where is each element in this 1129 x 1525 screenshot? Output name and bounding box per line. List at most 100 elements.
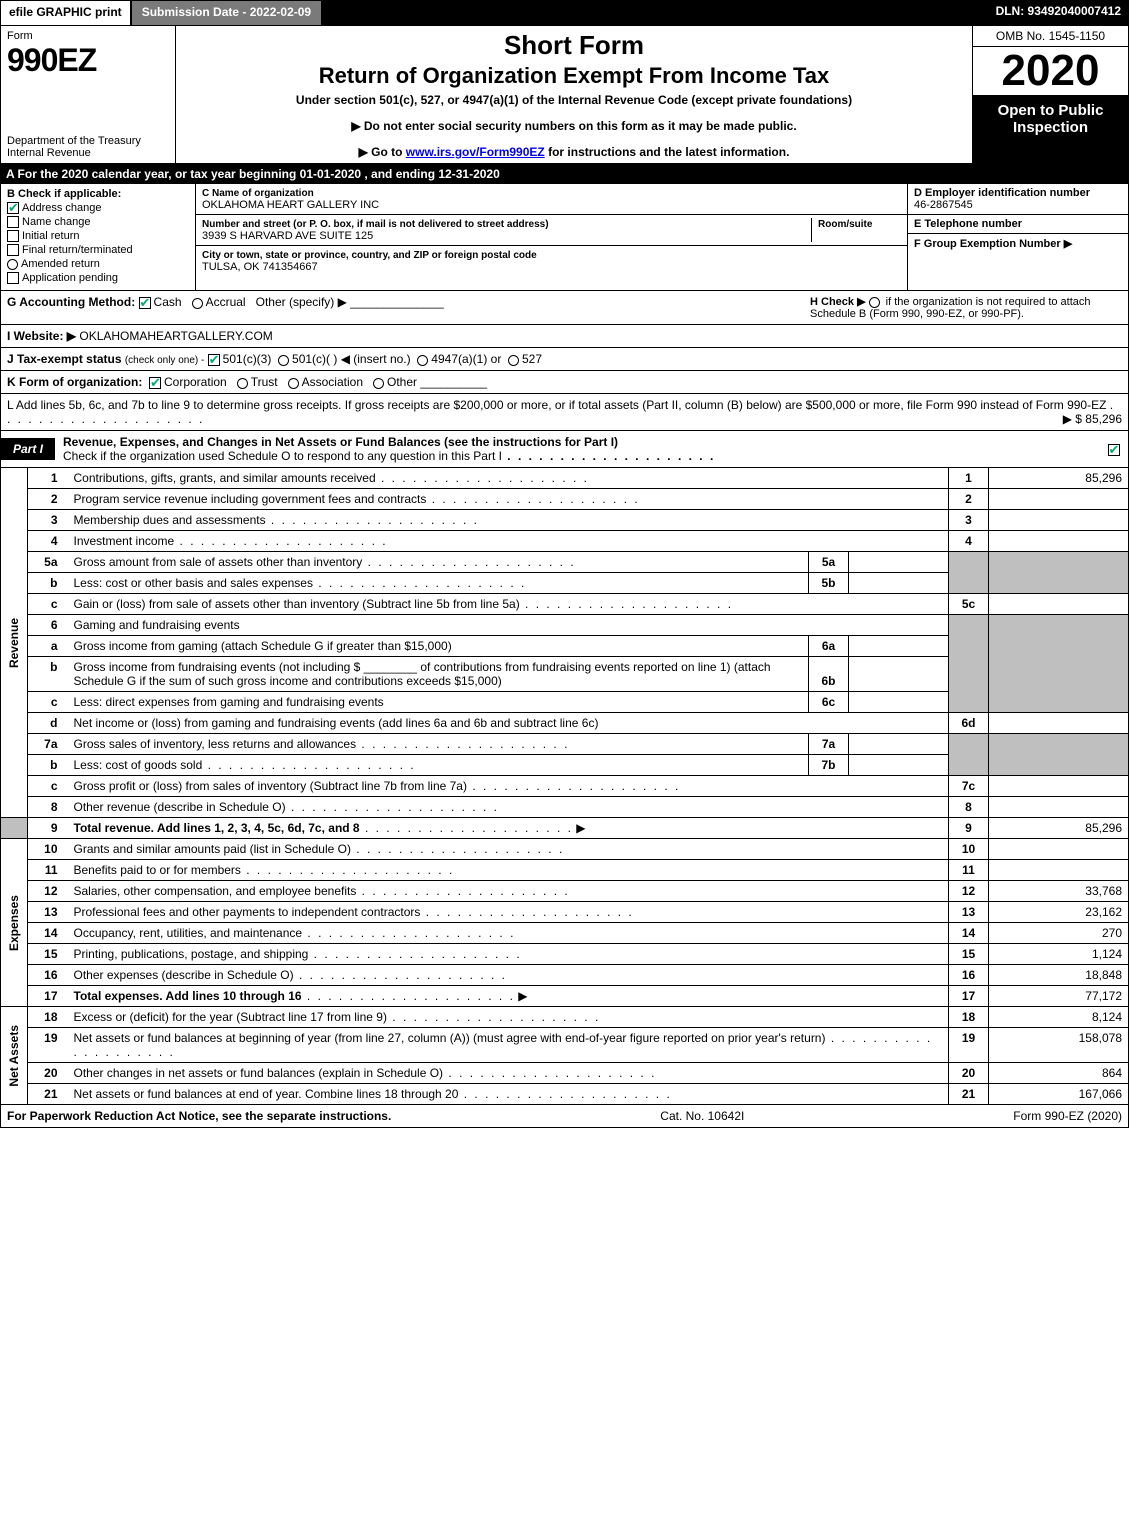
radio-icon[interactable] (508, 355, 519, 366)
part-1-label: Part I (1, 438, 55, 460)
part-1-subtitle: Check if the organization used Schedule … (63, 449, 502, 463)
check-name-change[interactable]: Name change (7, 216, 189, 228)
opt-4947: 4947(a)(1) or (431, 352, 501, 366)
check-amended-return[interactable]: Amended return (7, 258, 189, 270)
form-title-1: Short Form (184, 30, 964, 61)
line-5c: c Gain or (loss) from sale of assets oth… (1, 594, 1129, 615)
line-15: 15 Printing, publications, postage, and … (1, 944, 1129, 965)
opt-other: Other (387, 375, 417, 389)
goto-post: for instructions and the latest informat… (545, 145, 790, 159)
expenses-section-label: Expenses (7, 895, 21, 951)
line-8: 8 Other revenue (describe in Schedule O)… (1, 797, 1129, 818)
form-footer-label: Form 990-EZ (2020) (1013, 1109, 1122, 1123)
line-13: 13 Professional fees and other payments … (1, 902, 1129, 923)
line-12: 12 Salaries, other compensation, and emp… (1, 881, 1129, 902)
form-header: Form 990EZ Department of the Treasury In… (0, 26, 1129, 164)
form-title-2: Return of Organization Exempt From Incom… (184, 63, 964, 89)
line-6d: d Net income or (loss) from gaming and f… (1, 713, 1129, 734)
h-label: H Check ▶ (810, 296, 866, 308)
line-17: 17 Total expenses. Add lines 10 through … (1, 986, 1129, 1007)
part-1-title: Revenue, Expenses, and Changes in Net As… (55, 431, 1102, 467)
open-inspection: Open to Public Inspection (973, 96, 1128, 163)
checkbox-icon (7, 216, 19, 228)
col-b-title: B Check if applicable: (7, 188, 189, 200)
dln-label: DLN: 93492040007412 (988, 0, 1129, 26)
tax-exempt-label: J Tax-exempt status (7, 352, 122, 366)
form-word: Form (7, 30, 169, 42)
line-19: 19 Net assets or fund balances at beginn… (1, 1028, 1129, 1063)
row-j-tax-status: J Tax-exempt status (check only one) - 5… (0, 348, 1129, 371)
radio-icon[interactable] (869, 297, 880, 308)
tax-exempt-sub: (check only one) - (125, 355, 204, 366)
line-4: 4 Investment income 4 (1, 531, 1129, 552)
line-3: 3 Membership dues and assessments 3 (1, 510, 1129, 531)
opt-501c3: 501(c)(3) (223, 352, 272, 366)
radio-icon[interactable] (278, 355, 289, 366)
org-name: OKLAHOMA HEART GALLERY INC (202, 199, 379, 211)
line-2: 2 Program service revenue including gove… (1, 489, 1129, 510)
form-org-label: K Form of organization: (7, 375, 142, 389)
department-label: Department of the Treasury Internal Reve… (7, 135, 169, 159)
col-b-checkboxes: B Check if applicable: Address change Na… (1, 184, 196, 290)
revenue-table: Revenue 1 Contributions, gifts, grants, … (0, 468, 1129, 1105)
line-11: 11 Benefits paid to or for members 11 (1, 860, 1129, 881)
line-7a: 7a Gross sales of inventory, less return… (1, 734, 1129, 755)
check-address-change[interactable]: Address change (7, 202, 189, 214)
goto-note: ▶ Go to www.irs.gov/Form990EZ for instru… (184, 145, 964, 159)
org-city: TULSA, OK 741354667 (202, 261, 318, 273)
radio-icon[interactable] (192, 298, 203, 309)
row-g-h: G Accounting Method: Cash Accrual Other … (0, 291, 1129, 325)
opt-assoc: Association (302, 375, 363, 389)
room-label: Room/suite (818, 219, 872, 230)
accrual-option: Accrual (206, 295, 246, 309)
schedule-o-check[interactable] (1108, 444, 1120, 456)
line-5a: 5a Gross amount from sale of assets othe… (1, 552, 1129, 573)
checkbox-icon (7, 230, 19, 242)
goto-pre: ▶ Go to (359, 145, 406, 159)
group-exemption-label: F Group Exemption Number ▶ (914, 238, 1072, 250)
row-l-gross-receipts: L Add lines 5b, 6c, and 7b to line 9 to … (0, 394, 1129, 431)
checkbox-icon (7, 272, 19, 284)
radio-icon[interactable] (373, 378, 384, 389)
efile-print-label[interactable]: efile GRAPHIC print (0, 0, 131, 26)
page-footer: For Paperwork Reduction Act Notice, see … (0, 1105, 1129, 1128)
opt-501c: 501(c)( ) ◀ (insert no.) (292, 352, 411, 366)
line-1: Revenue 1 Contributions, gifts, grants, … (1, 468, 1129, 489)
header-left: Form 990EZ Department of the Treasury In… (1, 26, 176, 163)
radio-icon[interactable] (237, 378, 248, 389)
row-l-text: L Add lines 5b, 6c, and 7b to line 9 to … (7, 398, 1106, 412)
checkbox-icon[interactable] (149, 377, 161, 389)
part-1-header: Part I Revenue, Expenses, and Changes in… (0, 431, 1129, 468)
submission-date: Submission Date - 2022-02-09 (131, 0, 322, 26)
checkbox-icon (7, 202, 19, 214)
radio-icon[interactable] (288, 378, 299, 389)
city-label: City or town, state or province, country… (202, 250, 537, 261)
row-i-website: I Website: ▶ OKLAHOMAHEARTGALLERY.COM (0, 325, 1129, 348)
check-initial-return[interactable]: Initial return (7, 230, 189, 242)
irs-link[interactable]: www.irs.gov/Form990EZ (406, 145, 545, 159)
line-20: 20 Other changes in net assets or fund b… (1, 1063, 1129, 1084)
cash-option: Cash (154, 295, 182, 309)
check-application-pending[interactable]: Application pending (7, 272, 189, 284)
row-a-period: A For the 2020 calendar year, or tax yea… (0, 164, 1129, 184)
website-value: OKLAHOMAHEARTGALLERY.COM (79, 329, 272, 343)
check-final-return[interactable]: Final return/terminated (7, 244, 189, 256)
radio-icon[interactable] (417, 355, 428, 366)
website-label: I Website: ▶ (7, 329, 76, 343)
org-address: 3939 S HARVARD AVE SUITE 125 (202, 230, 373, 242)
checkbox-icon[interactable] (139, 297, 151, 309)
header-center: Short Form Return of Organization Exempt… (176, 26, 973, 163)
checkbox-icon[interactable] (208, 354, 220, 366)
accounting-method-label: G Accounting Method: (7, 295, 135, 309)
ssn-warning: ▶ Do not enter social security numbers o… (184, 119, 964, 133)
line-6: 6 Gaming and fundraising events (1, 615, 1129, 636)
ein-value: 46-2867545 (914, 199, 973, 211)
paperwork-notice: For Paperwork Reduction Act Notice, see … (7, 1109, 391, 1123)
form-number: 990EZ (7, 42, 169, 79)
opt-527: 527 (522, 352, 542, 366)
col-def: D Employer identification number 46-2867… (908, 184, 1128, 290)
other-option: Other (specify) ▶ (256, 295, 347, 309)
line-10: Expenses 10 Grants and similar amounts p… (1, 839, 1129, 860)
revenue-section-label: Revenue (7, 618, 21, 668)
ein-label: D Employer identification number (914, 187, 1090, 199)
